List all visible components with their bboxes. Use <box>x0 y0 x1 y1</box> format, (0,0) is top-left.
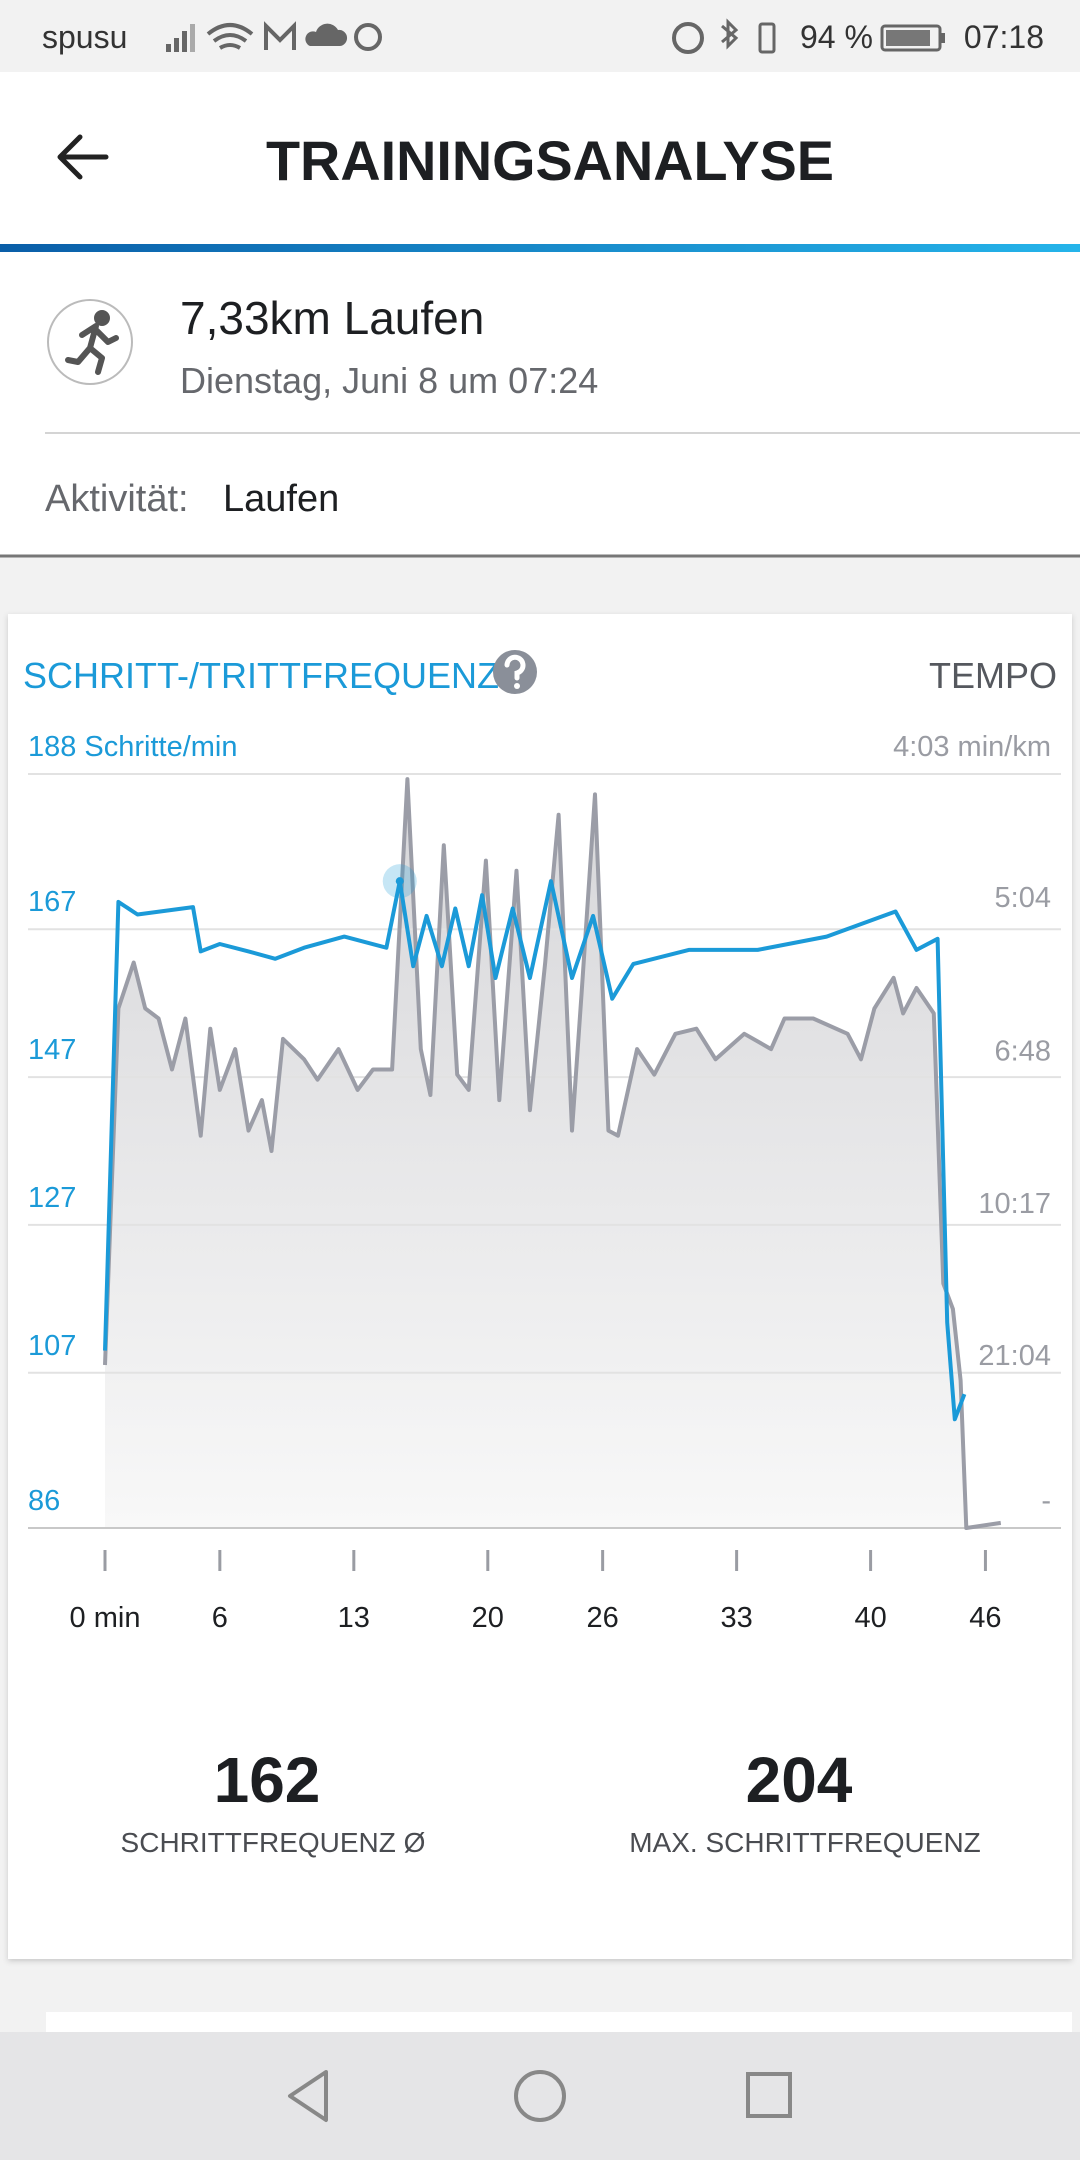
x-tick-label: 0 min <box>70 1602 141 1634</box>
pace-area <box>105 779 1001 1528</box>
x-tick-label: 46 <box>969 1602 1001 1634</box>
y-tick-label: 127 <box>28 1182 76 1214</box>
help-button[interactable] <box>493 650 537 694</box>
y2-tick-label: 4:03 <box>893 731 949 763</box>
x-tick-label: 33 <box>720 1602 752 1634</box>
stat-value: 162 <box>214 1744 321 1816</box>
pace-line <box>103 777 1002 1530</box>
runner-icon <box>65 310 119 375</box>
nav-back[interactable] <box>288 2070 328 2122</box>
activity-date: Dienstag, Juni 8 um 07:24 <box>180 360 598 401</box>
nav-home[interactable] <box>514 2070 566 2122</box>
clock: 07:18 <box>964 19 1044 55</box>
y-tick-label: 107 <box>28 1330 76 1362</box>
x-tick-label: 20 <box>472 1602 504 1634</box>
cadence-line <box>103 879 967 1422</box>
y-tick-label: 167 <box>28 886 76 918</box>
battery-level: 94 % <box>800 19 873 55</box>
y2-tick-label: 10:17 <box>978 1188 1051 1220</box>
selected-point <box>395 877 404 886</box>
activity-title: 7,33km Laufen <box>180 292 484 344</box>
activity-label: Aktivität: <box>45 478 189 520</box>
x-tick-label: 26 <box>587 1602 619 1634</box>
activity-type: Laufen <box>223 478 339 520</box>
y-tick-label: 147 <box>28 1034 76 1066</box>
nav-bar <box>0 2032 1080 2160</box>
y-tick-label: 86 <box>28 1485 60 1517</box>
plot: 86 107 127 147 167 188 Schritte/min - 21:04 10:17… <box>28 731 1061 1634</box>
y2-tick-label: 6:48 <box>995 1036 1051 1068</box>
app-bar <box>0 72 1080 245</box>
y-tick-label: 188 <box>28 731 76 763</box>
x-tick-label: 40 <box>854 1602 886 1634</box>
status-icons <box>166 18 945 54</box>
chart-title: SCHRITT-/TRITTFREQUENZ <box>23 655 499 696</box>
tempo-toggle[interactable]: TEMPO <box>929 655 1057 696</box>
nav-recents[interactable] <box>746 2072 792 2118</box>
y2-axis-unit: min/km <box>958 731 1051 763</box>
x-tick-label: 13 <box>338 1602 370 1634</box>
stat-value: 204 <box>746 1744 853 1816</box>
y-axis-unit: Schritte/min <box>84 731 237 763</box>
stat-label: SCHRITTFREQUENZ Ø <box>121 1827 426 1858</box>
stat-label: MAX. SCHRITTFREQUENZ <box>629 1827 981 1858</box>
y2-tick-label: 5:04 <box>995 882 1051 914</box>
activity-card <box>0 252 1080 556</box>
y2-tick-label: - <box>1041 1485 1051 1517</box>
accent-bar <box>0 244 1080 252</box>
page-title: TRAININGSANALYSE <box>266 129 834 192</box>
back-button[interactable] <box>57 134 109 180</box>
x-tick-label: 6 <box>212 1602 228 1634</box>
y2-tick-label: 21:04 <box>978 1340 1051 1372</box>
carrier: spusu <box>42 19 127 55</box>
